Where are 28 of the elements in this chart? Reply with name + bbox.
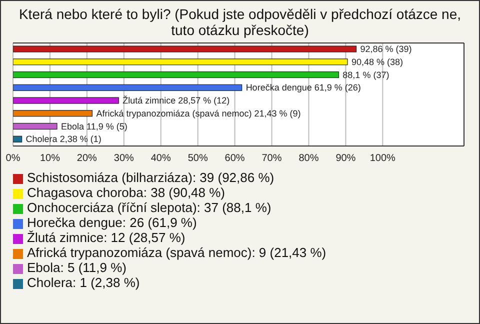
x-tick-label: 50% (188, 153, 208, 164)
x-tick-label: 20% (76, 153, 98, 164)
data-label: Ebola 11,9 % (5) (60, 121, 128, 132)
x-tick-label: 40% (150, 153, 171, 164)
data-label: Horečka dengue 61,9 % (26) (246, 82, 361, 93)
data-label: 92,86 % (39) (360, 44, 412, 54)
data-label: 88,1 % (37) (342, 70, 390, 80)
data-label: 90,48 % (38) (351, 56, 404, 67)
x-tick-label: 80% (298, 153, 319, 164)
legend-label: Africká trypanozomiáza (spavá nemoc): 9 (21,43 %) (27, 245, 326, 260)
legend-label: Cholera: 1 (2,38 %) (27, 275, 140, 290)
x-tick-label: 90% (336, 153, 356, 164)
legend-label: Žlutá zimnice: 12 (28,57 %) (27, 230, 186, 245)
legend-label: Schistosomiáza (bilharziáza): 39 (92,86 %) (27, 170, 274, 185)
x-tick-label: 0% (6, 153, 20, 164)
data-label: Žlutá zimnice 28,57 % (12) (122, 96, 230, 106)
data-label: Africká trypanozomiáza (spavá nemoc) 21,43 % (9) (96, 108, 301, 118)
chart-title: Která nebo které to byli? (Pokud jste odpověděli v předchozí otázce ne, tuto otázku přeskočte) (18, 5, 462, 38)
legend-label: Ebola: 5 (11,9 %) (27, 260, 126, 275)
legend-label: Onchocerciáza (říční slepota): 37 (88,1 %) (27, 200, 272, 215)
x-tick-label: 100% (370, 153, 396, 164)
x-tick-label: 10% (40, 153, 60, 164)
legend-label: Horečka dengue: 26 (61,9 %) (27, 215, 197, 230)
x-tick-label: 30% (114, 153, 134, 164)
x-tick-label: 60% (224, 153, 245, 164)
x-tick-label: 70% (262, 153, 282, 164)
data-label: Cholera 2,38 % (1) (26, 134, 102, 144)
legend-label: Chagasova choroba: 38 (90,48 %) (27, 185, 226, 200)
